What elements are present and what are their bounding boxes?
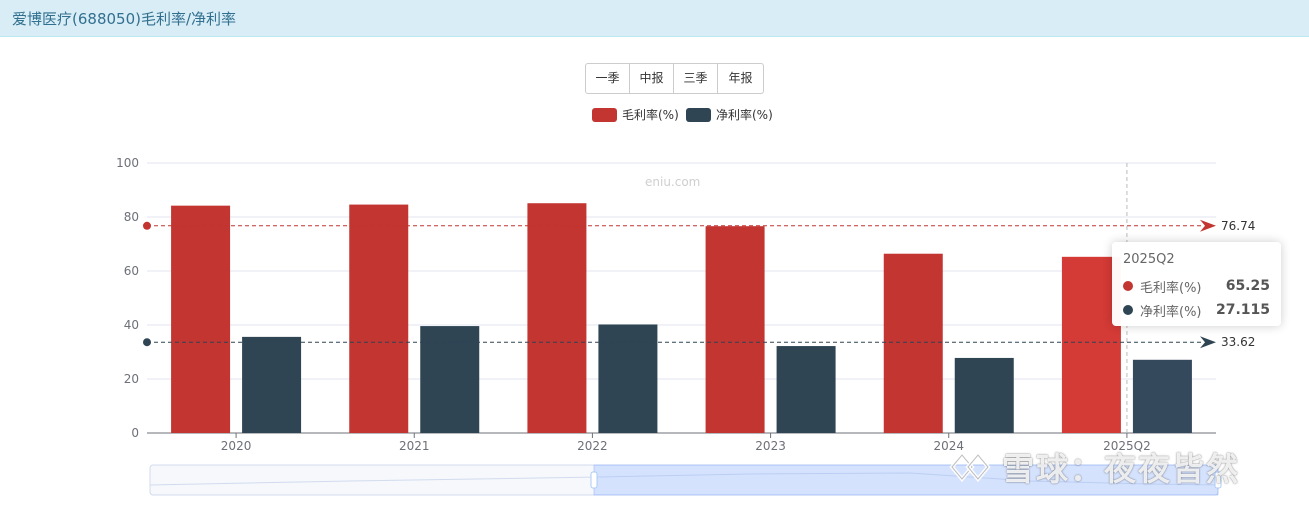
bar-net-margin	[598, 324, 658, 433]
tooltip-dot-gross-margin	[1123, 281, 1133, 291]
y-tick-label: 60	[124, 264, 139, 278]
bar-net-margin	[420, 326, 480, 433]
y-tick-label: 0	[131, 426, 139, 440]
bar-net-margin	[1132, 359, 1192, 433]
markline-arrow	[1200, 336, 1216, 349]
page-title: 爱博医疗(688050)毛利率/净利率	[12, 10, 237, 28]
bar-net-margin	[954, 357, 1014, 433]
legend-swatch-gross-margin	[592, 107, 617, 122]
x-tick-label: 2025Q2	[1103, 439, 1151, 453]
chart-watermark: eniu.com	[645, 175, 701, 189]
brand-watermark: 雪球：夜夜皆然	[948, 444, 1240, 490]
x-tick-label: 2020	[221, 439, 252, 453]
zoom-slider-handle-left	[590, 471, 598, 489]
legend-label-gross-margin: 毛利率(%)	[622, 108, 679, 122]
tooltip-name-gross-margin: 毛利率(%)	[1140, 280, 1202, 296]
y-tick-label: 20	[124, 372, 139, 386]
period-selector: 一季 中报 三季 年报	[585, 63, 764, 94]
legend-label-net-margin: 净利率(%)	[716, 108, 773, 122]
x-tick-label: 2024	[933, 439, 964, 453]
bar-gross-margin	[705, 226, 765, 433]
tooltip-value-net-margin: 27.115	[1215, 302, 1270, 318]
x-tick-label: 2023	[755, 439, 786, 453]
y-tick-label: 100	[116, 156, 139, 170]
tooltip-title: 2025Q2	[1123, 252, 1175, 267]
bar-gross-margin	[349, 204, 409, 433]
markline-label-net-margin: 33.62	[1221, 335, 1255, 349]
tooltip-name-net-margin: 净利率(%)	[1140, 304, 1202, 320]
markline-arrow	[1200, 219, 1216, 232]
bar-gross-margin	[1061, 256, 1121, 433]
period-button-q3[interactable]: 三季	[674, 64, 718, 93]
legend-item-net-margin[interactable]: 净利率(%)	[686, 106, 773, 123]
bar-gross-margin	[883, 253, 943, 433]
brand-logo-icon	[949, 451, 991, 483]
bar-gross-margin	[171, 205, 231, 433]
markline-label-gross-margin: 76.74	[1221, 219, 1255, 233]
brand-text: 雪球：夜夜皆然	[1002, 450, 1241, 488]
zoom-slider-selection	[593, 464, 1219, 496]
period-button-annual[interactable]: 年报	[728, 71, 753, 85]
tooltip-value-gross-margin: 65.25	[1225, 278, 1270, 294]
legend-swatch-net-margin	[686, 107, 711, 122]
bar-net-margin	[242, 336, 302, 433]
chart-tooltip: 2025Q2 毛利率(%) 65.25 净利率(%) 27.115	[1112, 242, 1281, 326]
zoom-slider-handle-right	[1214, 471, 1222, 489]
legend-item-gross-margin[interactable]: 毛利率(%)	[592, 106, 679, 123]
x-tick-label: 2022	[577, 439, 608, 453]
bar-net-margin	[776, 346, 836, 433]
page-header: 爱博医疗(688050)毛利率/净利率	[0, 0, 1309, 37]
tooltip-row-gross-margin: 毛利率(%) 65.25	[1123, 274, 1270, 298]
period-button-half-year[interactable]: 中报	[630, 64, 674, 93]
tooltip-row-net-margin: 净利率(%) 27.115	[1123, 298, 1270, 322]
y-tick-label: 80	[124, 210, 139, 224]
zoom-slider-preview	[149, 472, 1219, 486]
tooltip-dot-net-margin	[1123, 305, 1133, 315]
x-tick-label: 2021	[399, 439, 430, 453]
period-button-q1[interactable]: 一季	[586, 64, 630, 93]
bar-gross-margin	[527, 203, 587, 433]
y-tick-label: 40	[124, 318, 139, 332]
